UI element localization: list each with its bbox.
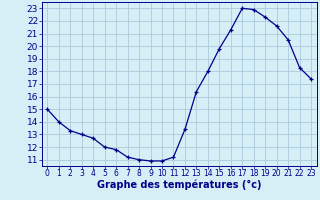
X-axis label: Graphe des températures (°c): Graphe des températures (°c) bbox=[97, 180, 261, 190]
